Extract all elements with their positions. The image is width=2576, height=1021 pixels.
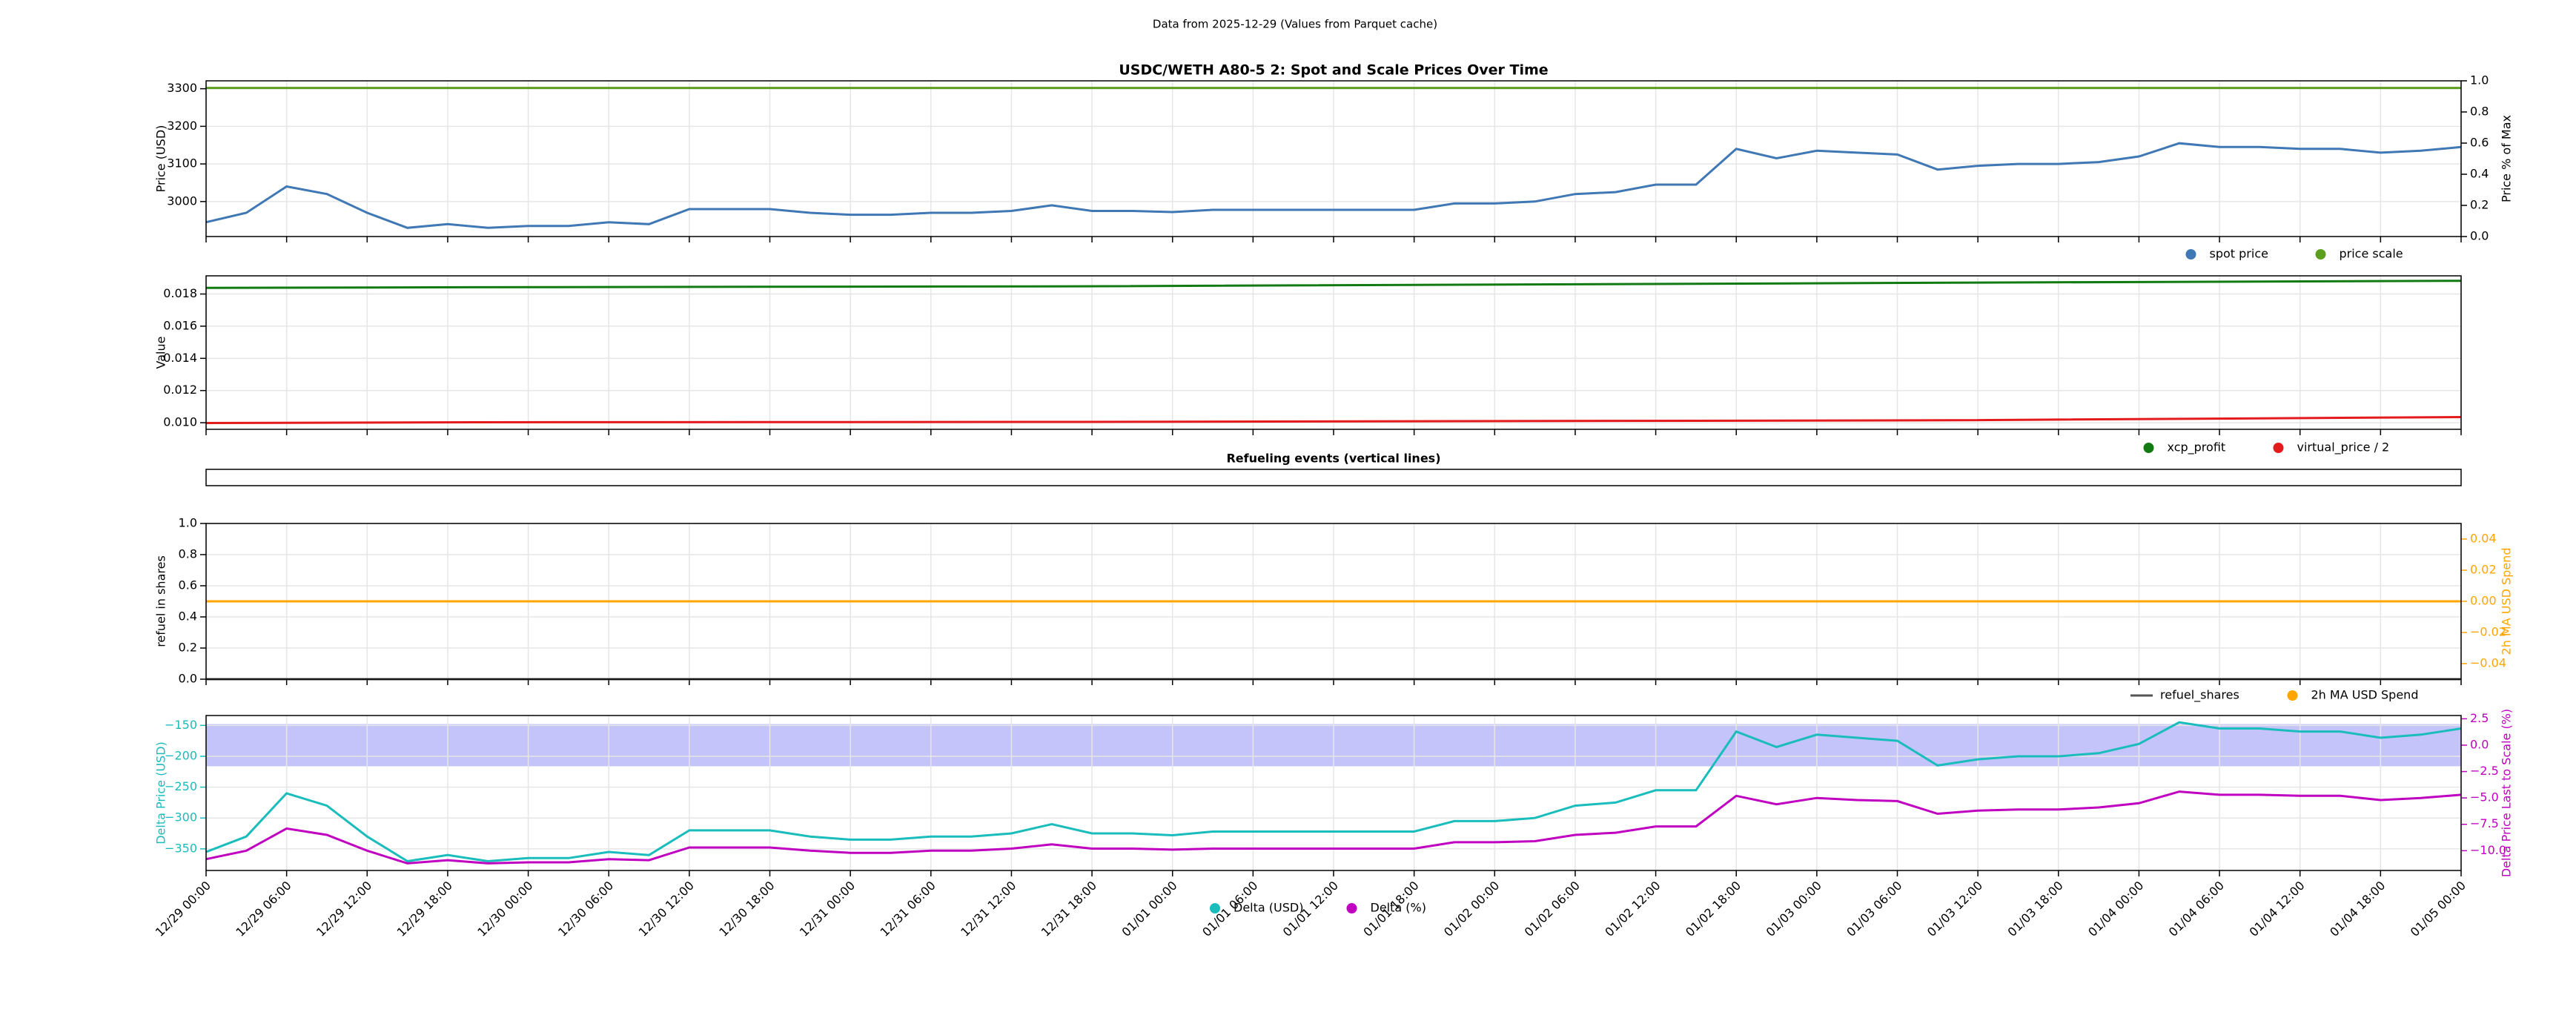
series-line [205,142,2462,229]
legend-label: refuel_shares [2160,688,2239,703]
y-tick-label: −300 [165,810,197,825]
x-tick-label: 12/30 00:00 [474,879,535,939]
legend-marker [2315,249,2326,260]
y-tick-label: 0.010 [163,415,197,429]
y-tick-label: 0.0 [179,672,197,686]
y-tick-label: 0.016 [163,318,197,332]
y2-tick-label: −0.04 [2470,656,2506,670]
legend-label: 2h MA USD Spend [2311,688,2419,702]
y-tick-label: −200 [165,748,197,762]
y2-tick-label: 1.0 [2470,73,2489,87]
x-tick-label: 01/02 18:00 [1683,879,1744,939]
y-axis-label: Value [154,337,168,369]
y-tick-label: 3200 [167,119,197,133]
y2-axis-label: Delta Price Last to Scale (%) [2500,709,2514,877]
figure-title: Data from 2025-12-29 (Values from Parque… [1153,18,1437,31]
axes-frame [205,275,2462,430]
axes-frame [205,469,2462,486]
x-tick-label: 01/03 12:00 [1924,879,1985,939]
series-line [205,721,2462,863]
y2-tick-label: 0.6 [2470,136,2489,150]
series-line [205,416,2462,424]
x-tick-label: 01/04 12:00 [2246,879,2307,939]
y-tick-label: 0.6 [179,578,197,592]
axes-title: Refueling events (vertical lines) [1226,452,1440,466]
y-tick-label: 0.012 [163,383,197,397]
x-tick-label: 01/03 18:00 [2005,879,2066,939]
x-tick-label: 01/01 00:00 [1119,879,1179,939]
x-tick-label: 12/29 12:00 [314,879,374,939]
x-tick-label: 12/29 18:00 [394,879,455,939]
y-axis-label: Price (USD) [154,125,168,193]
x-tick-label: 12/31 06:00 [878,879,938,939]
y2-tick-label: 0.04 [2470,532,2497,546]
legend-marker [2143,443,2154,453]
y2-tick-label: −0.02 [2470,625,2506,639]
y-tick-label: 0.018 [163,286,197,300]
y-tick-label: 0.014 [163,351,197,365]
y-tick-label: −150 [165,718,197,732]
y2-tick-label: −2.5 [2470,764,2499,778]
y2-axis-label: 2h MA USD Spend [2500,548,2514,655]
legend-marker [2273,443,2284,453]
y-tick-label: 1.0 [179,516,197,530]
legend-label: virtual_price / 2 [2297,440,2390,455]
axes-frame [205,715,2462,871]
x-tick-label: 12/30 18:00 [716,879,777,939]
x-tick-label: 12/30 12:00 [636,879,697,939]
y2-tick-label: 0.4 [2470,167,2489,181]
y2-tick-label: −7.5 [2470,816,2499,830]
x-tick-label: 12/30 06:00 [555,879,616,939]
x-tick-label: 01/03 06:00 [1844,879,1904,939]
legend-marker [2287,690,2298,701]
y-axis-label: Delta Price (USD) [154,741,168,845]
legend-label: Delta (USD) [1234,901,1303,915]
x-tick-label: 12/29 00:00 [153,879,213,939]
y2-tick-label: 0.02 [2470,563,2497,577]
series-line [205,280,2462,289]
x-tick-label: 01/05 00:00 [2408,879,2469,939]
legend-label: Delta (%) [1371,901,1426,915]
y2-tick-label: 0.2 [2470,198,2489,212]
x-tick-label: 01/02 12:00 [1602,879,1663,939]
x-tick-label: 12/31 00:00 [797,879,858,939]
x-tick-label: 01/03 00:00 [1764,879,1824,939]
y2-tick-label: −10.0 [2470,843,2506,857]
y-tick-label: 0.2 [179,641,197,655]
legend-label: price scale [2340,247,2403,261]
legend-marker [1346,903,1357,913]
y-tick-label: 3000 [167,194,197,208]
legend-marker [2185,249,2196,260]
y-tick-label: −250 [165,779,197,793]
y-tick-label: 0.8 [179,547,197,561]
y2-tick-label: 0.00 [2470,594,2497,608]
y2-tick-label: 0.0 [2470,229,2489,243]
x-tick-label: 01/04 18:00 [2327,879,2388,939]
legend-label: xcp_profit [2168,440,2226,455]
y2-tick-label: −5.0 [2470,790,2499,804]
y2-tick-label: 0.8 [2470,105,2489,119]
x-tick-label: 12/31 18:00 [1039,879,1099,939]
x-tick-label: 01/02 00:00 [1441,879,1502,939]
x-tick-label: 01/04 00:00 [2085,879,2146,939]
axes-title: USDC/WETH A80-5 2: Spot and Scale Prices… [1119,62,1548,79]
y2-axis-label: Price % of Max [2500,115,2514,202]
legend-marker [1210,903,1220,913]
x-tick-label: 01/02 06:00 [1522,879,1583,939]
axes-frame [205,523,2462,680]
y2-tick-label: 2.5 [2470,711,2489,725]
y-tick-label: −350 [165,841,197,855]
x-tick-label: 01/04 06:00 [2166,879,2227,939]
y-tick-label: 0.4 [179,609,197,624]
axes-frame [205,80,2462,237]
legend-label: spot price [2210,247,2268,261]
y-tick-label: 3300 [167,81,197,95]
x-tick-label: 12/31 12:00 [958,879,1019,939]
y-tick-label: 3100 [167,156,197,171]
series-line [205,790,2462,865]
y2-tick-label: 0.0 [2470,737,2489,751]
x-tick-label: 12/29 06:00 [233,879,294,939]
y-axis-label: refuel in shares [154,555,168,647]
